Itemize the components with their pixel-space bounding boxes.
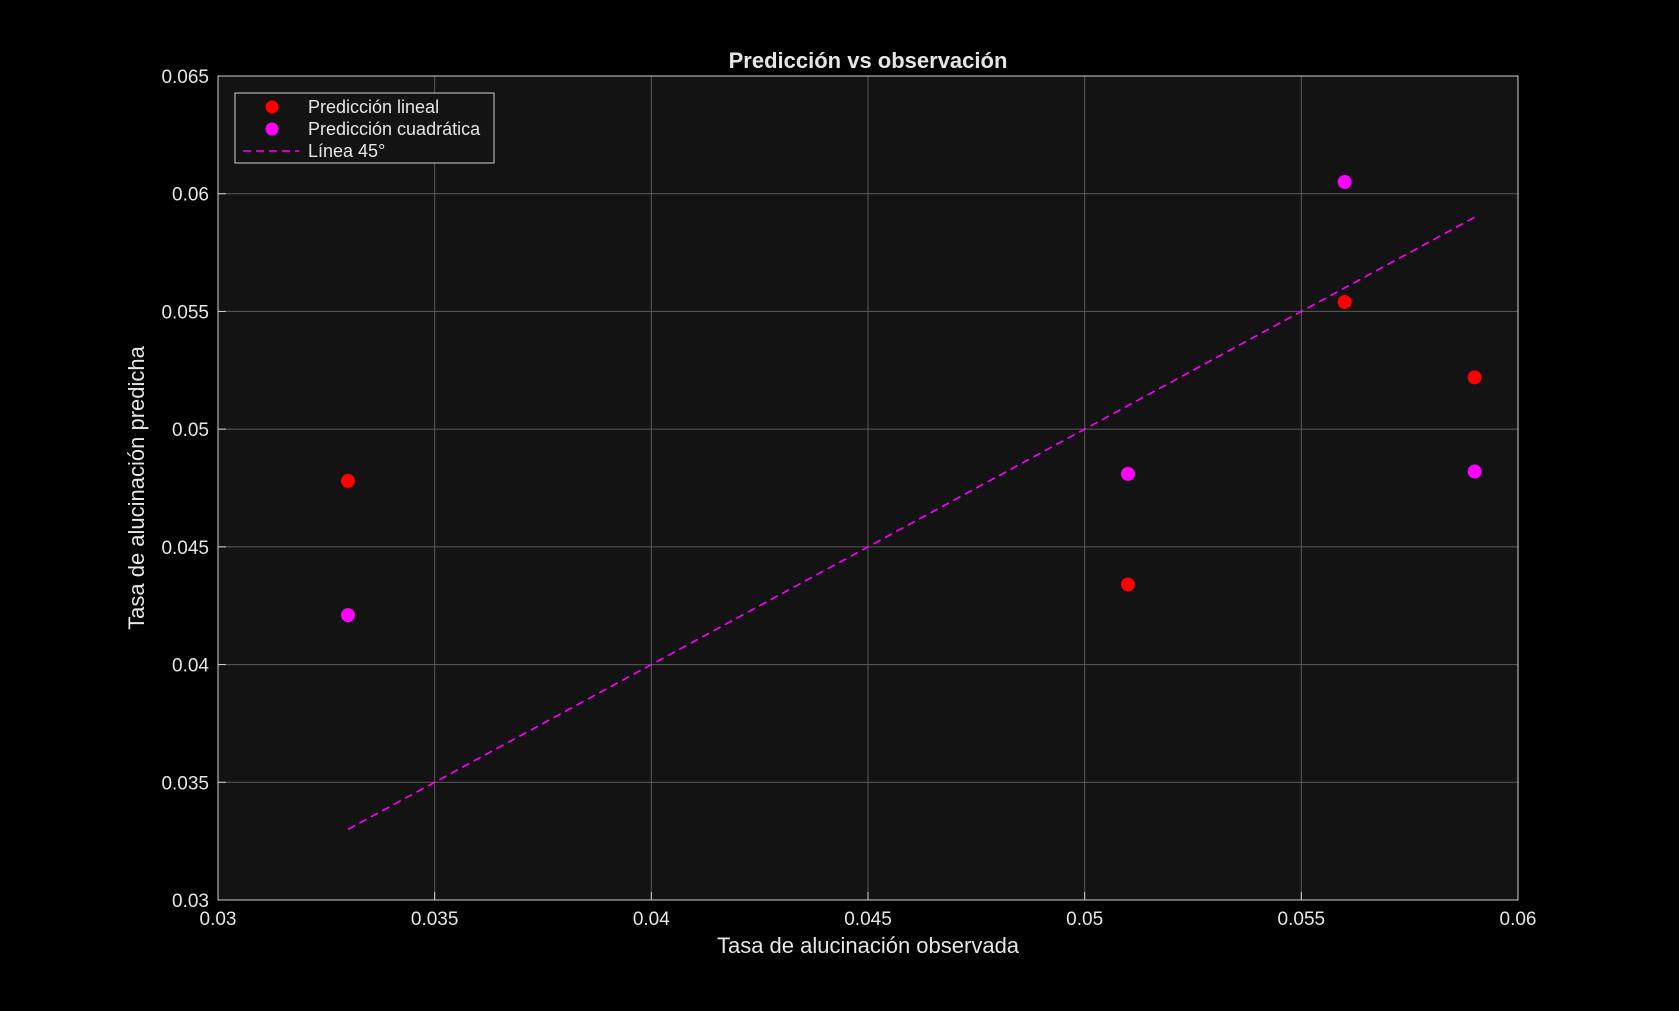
quadratic-prediction-point bbox=[1337, 174, 1352, 189]
y-axis-label: Tasa de alucinación predicha bbox=[124, 345, 149, 630]
y-tick-label: 0.03 bbox=[172, 891, 209, 912]
quadratic-prediction-point bbox=[1467, 464, 1482, 479]
x-tick-label: 0.05 bbox=[1066, 909, 1103, 930]
y-tick-label: 0.045 bbox=[161, 538, 209, 559]
linear-prediction-point bbox=[1337, 295, 1352, 310]
x-tick-label: 0.055 bbox=[1278, 909, 1326, 930]
axis-ticks: 0.03 0.035 0.04 0.045 0.05 0.055 0.06 0.03 0.035… bbox=[161, 67, 1536, 930]
diagonal-45-line bbox=[347, 216, 1476, 831]
y-tick-label: 0.05 bbox=[172, 420, 209, 441]
x-tick-label: 0.045 bbox=[844, 909, 892, 930]
chart-title: Predicción vs observación bbox=[729, 48, 1008, 73]
linear-prediction-point bbox=[1121, 577, 1135, 592]
y-tick-label: 0.035 bbox=[161, 773, 209, 794]
x-tick-label: 0.035 bbox=[411, 909, 459, 930]
x-tick-label: 0.04 bbox=[633, 909, 670, 930]
y-tick-label: 0.06 bbox=[172, 185, 209, 206]
legend-label: Predicción lineal bbox=[308, 97, 439, 117]
y-tick-label: 0.04 bbox=[172, 656, 209, 677]
legend-linear-marker bbox=[265, 100, 279, 114]
linear-prediction-point bbox=[341, 473, 355, 488]
linear-prediction-point bbox=[1467, 370, 1482, 385]
y-tick-label: 0.065 bbox=[161, 67, 209, 88]
legend-quadratic-marker bbox=[265, 122, 279, 136]
data-series bbox=[341, 174, 1482, 831]
x-axis-label: Tasa de alucinación observada bbox=[717, 933, 1020, 958]
quadratic-prediction-point bbox=[1121, 466, 1135, 481]
quadratic-prediction-point bbox=[341, 608, 355, 623]
legend-label: Línea 45° bbox=[308, 141, 385, 161]
x-tick-label: 0.06 bbox=[1500, 909, 1537, 930]
y-tick-label: 0.055 bbox=[161, 302, 209, 323]
legend-label: Predicción cuadrática bbox=[308, 119, 481, 139]
x-tick-label: 0.03 bbox=[200, 909, 237, 930]
